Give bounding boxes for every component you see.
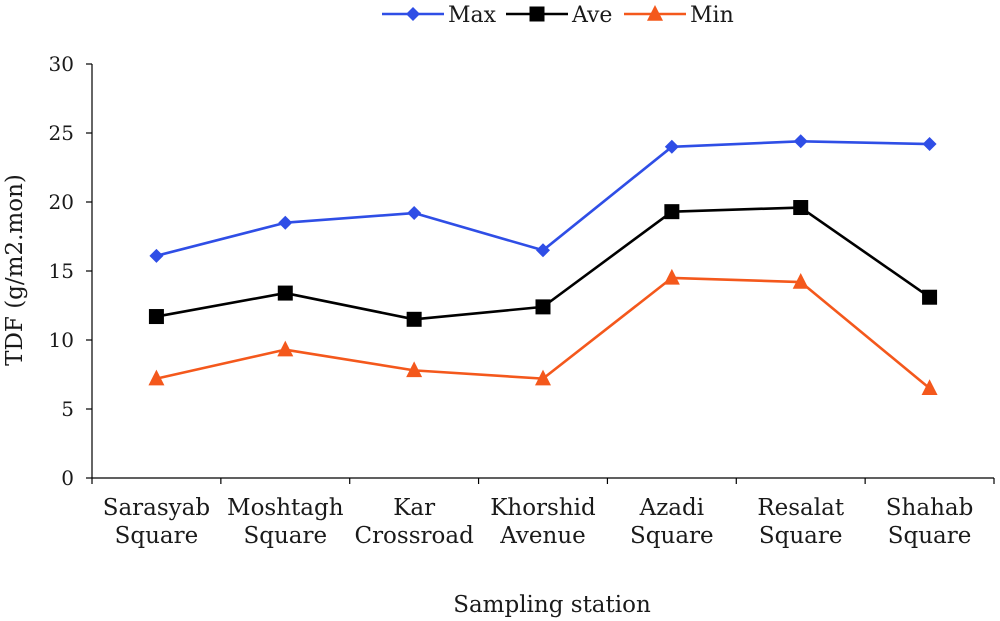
y-tick-label: 15 <box>49 259 74 283</box>
legend-item-min: Min <box>624 3 734 28</box>
x-tick-label: Shahab Square <box>886 495 974 549</box>
legend-marker <box>647 5 663 21</box>
series-layer <box>148 134 938 396</box>
legend-item-ave: Ave <box>506 3 612 28</box>
series-line <box>156 139 930 258</box>
data-point <box>278 215 293 230</box>
data-point <box>406 311 422 327</box>
data-point <box>277 340 294 357</box>
legend-label: Ave <box>571 3 612 28</box>
data-point <box>149 248 164 263</box>
legend-label: Min <box>690 3 734 28</box>
x-tick-label: Resalat Square <box>757 495 845 549</box>
data-point <box>407 206 422 221</box>
legend-marker <box>406 7 420 21</box>
data-point <box>793 134 808 149</box>
x-axis-title: Sampling station <box>453 592 651 618</box>
x-tick-label: Azadi Square <box>630 495 714 549</box>
series-ave <box>148 200 938 327</box>
data-point <box>148 369 165 386</box>
data-point <box>535 299 551 315</box>
data-point <box>922 137 937 152</box>
data-point <box>922 289 938 305</box>
legend-label: Max <box>448 3 497 28</box>
data-point <box>277 285 293 301</box>
x-tick-label: Sarasyab Square <box>103 495 210 549</box>
data-point <box>406 361 423 378</box>
y-tick-label: 5 <box>61 397 74 421</box>
y-tick-label: 30 <box>49 52 74 76</box>
legend-marker <box>529 6 545 22</box>
x-tick-label: Moshtagh Square <box>227 495 344 549</box>
y-tick-label: 25 <box>49 121 74 145</box>
y-axis: 0 5 10 15 20 25 30 <box>49 52 93 490</box>
data-point <box>535 369 551 386</box>
data-point <box>664 204 680 220</box>
data-point <box>663 268 680 285</box>
y-tick-label: 0 <box>61 466 74 490</box>
data-point <box>792 273 809 289</box>
legend-item-max: Max <box>382 3 497 28</box>
x-tick-label: Kar Crossroad <box>354 495 474 549</box>
data-point <box>921 379 938 396</box>
data-point <box>148 309 164 325</box>
legend: Max Ave Min <box>382 3 734 28</box>
data-point <box>536 243 550 258</box>
y-tick-label: 10 <box>49 328 74 352</box>
y-tick-label: 20 <box>49 190 74 214</box>
data-point <box>664 139 679 154</box>
data-point <box>793 200 809 216</box>
series-max <box>149 134 937 263</box>
y-axis-title: TDF (g/m2.mon) <box>2 174 28 366</box>
x-tick-label: Khorshid Avenue <box>490 495 596 549</box>
series-min <box>148 268 938 396</box>
